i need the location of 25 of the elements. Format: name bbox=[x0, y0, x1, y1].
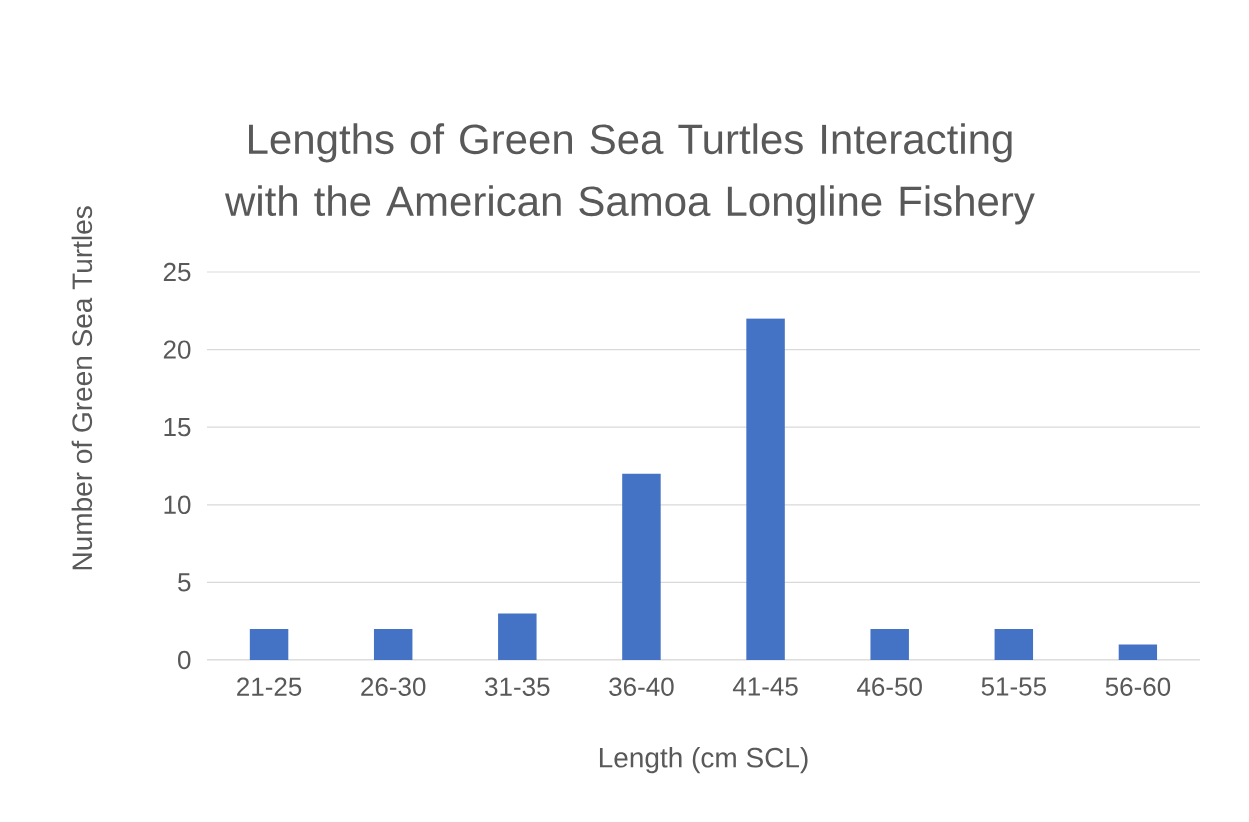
bar bbox=[249, 628, 289, 660]
y-tick-label: 5 bbox=[178, 573, 191, 592]
y-tick-label: 15 bbox=[164, 418, 191, 437]
y-tick-label: 0 bbox=[178, 650, 191, 670]
y-axis-title: Number of Green Sea Turtles bbox=[71, 206, 93, 570]
bar bbox=[994, 628, 1034, 660]
x-tick-label: 56-60 bbox=[1105, 677, 1171, 696]
y-tick-label: 25 bbox=[163, 262, 191, 282]
chart-title: Lengths of Green Sea Turtles Interacting with the American Samoa Longline Fishery bbox=[224, 123, 1035, 225]
x-tick-label: 51-55 bbox=[981, 677, 1046, 696]
y-tick-label: 10 bbox=[164, 495, 191, 514]
x-tick-label: 41-45 bbox=[732, 677, 798, 696]
bar bbox=[373, 628, 413, 660]
x-tick-label: 26-30 bbox=[361, 677, 426, 696]
x-axis-title: Length (cm SCL) bbox=[599, 747, 808, 774]
bar bbox=[1118, 644, 1158, 660]
x-tick-label: 36-40 bbox=[609, 677, 674, 696]
bar bbox=[870, 628, 909, 660]
y-tick-label: 20 bbox=[163, 340, 191, 359]
x-tick-label: 21-25 bbox=[237, 677, 302, 696]
bar bbox=[498, 613, 537, 660]
x-tick-label: 46-50 bbox=[857, 677, 922, 696]
x-tick-label: 31-35 bbox=[485, 677, 550, 696]
bar bbox=[746, 318, 785, 660]
bar bbox=[622, 473, 661, 660]
